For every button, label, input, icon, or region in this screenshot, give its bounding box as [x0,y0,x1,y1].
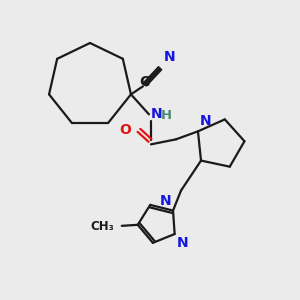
Text: C: C [139,75,149,89]
Text: H: H [161,109,172,122]
Text: N: N [151,107,163,121]
Text: N: N [177,236,188,250]
Text: N: N [200,114,212,128]
Text: N: N [159,194,171,208]
Text: CH₃: CH₃ [90,220,114,233]
Text: N: N [164,50,176,64]
Text: O: O [119,123,131,137]
